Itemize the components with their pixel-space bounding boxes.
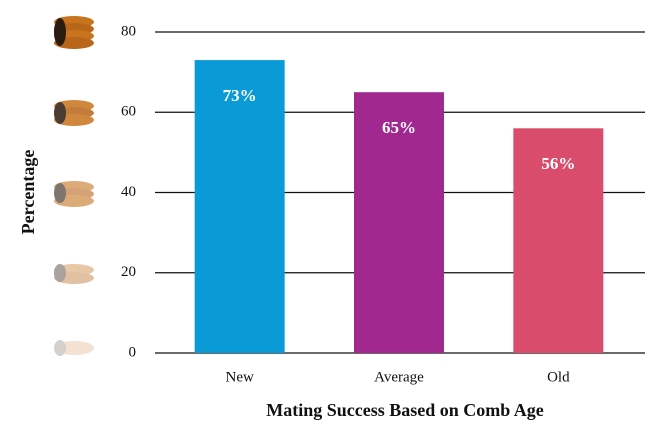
x-axis-title: Mating Success Based on Comb Age (266, 400, 544, 420)
y-tick-label: 60 (121, 104, 136, 120)
chart: Percentage Mating Success Based on Comb … (0, 0, 649, 432)
bee-icons (54, 16, 94, 356)
y-tick-label: 80 (121, 23, 136, 39)
x-tick-label: Old (547, 369, 570, 385)
value-label: 73% (223, 86, 257, 105)
y-axis-title: Percentage (18, 150, 38, 235)
x-tick-label: New (226, 369, 254, 385)
y-tick-label: 20 (121, 264, 136, 280)
bee-stack (54, 100, 94, 126)
value-label: 65% (382, 118, 416, 137)
bee-stack (54, 264, 94, 284)
value-label: 56% (541, 154, 575, 173)
bee-stack (54, 16, 94, 49)
x-tick-label: Average (374, 369, 424, 385)
y-tick-label: 40 (121, 184, 136, 200)
bee-stack (54, 181, 94, 207)
y-tick-label: 0 (129, 344, 137, 360)
bee-stack (54, 340, 94, 356)
